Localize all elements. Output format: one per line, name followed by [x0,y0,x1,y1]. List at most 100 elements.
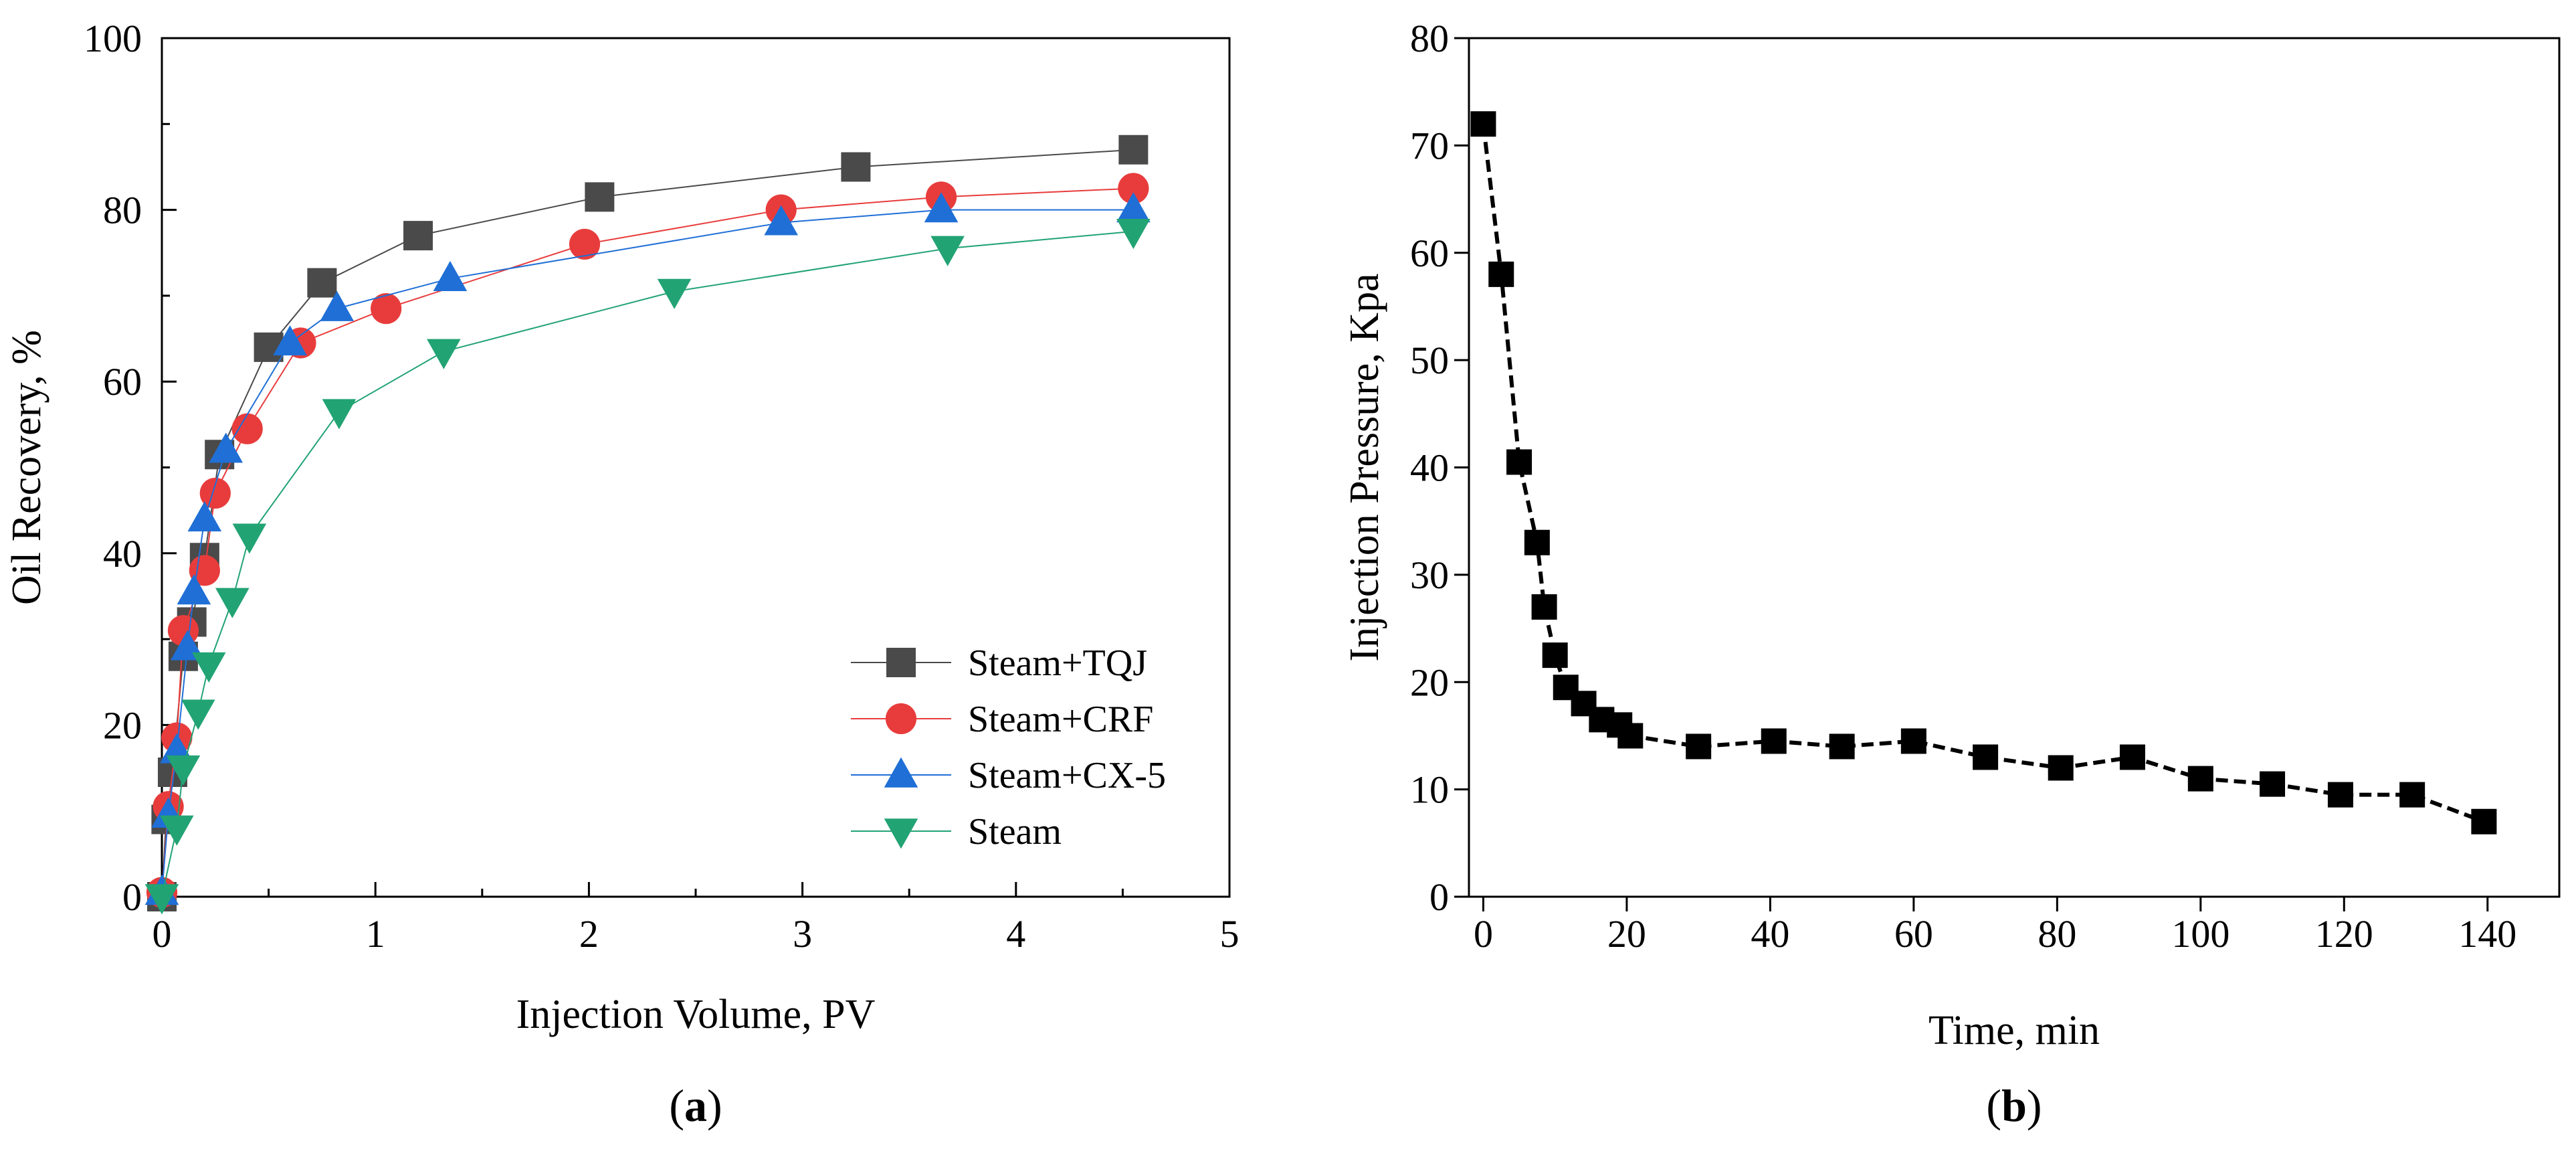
data-point [1829,733,1855,760]
data-point [215,588,250,618]
y-tick-label: 60 [1410,232,1449,275]
x-tick-label: 120 [2315,912,2373,956]
legend-marker [886,648,916,677]
data-point [144,884,179,915]
y-tick-label: 10 [1410,768,1449,812]
data-point [2327,782,2353,808]
legend: Steam+TQJ Steam+CRF Steam+CX-5 Steam [851,642,1166,853]
data-point [166,755,201,786]
data-point [160,815,194,846]
y-tick-label: 40 [103,532,142,576]
legend-label: Steam+CX-5 [968,755,1166,796]
x-axis-label: Injection Volume, PV [516,992,876,1037]
y-axis-label: Injection Pressure, Kpa [1342,273,1387,661]
data-point [2048,755,2074,781]
data-point [1470,111,1496,137]
data-point [1524,529,1550,555]
panel-label: (b) [1986,1080,2042,1131]
data-point [1488,261,1514,287]
data-point [322,399,357,430]
x-tick-label: 80 [2038,912,2076,956]
x-tick-label: 40 [1751,912,1789,956]
data-point [1118,173,1149,204]
data-point [433,260,468,291]
data-point [2399,782,2425,808]
x-tick-label: 5 [1220,912,1240,956]
x-tick-label: 140 [2458,912,2516,956]
data-point [764,205,798,236]
legend-marker [885,703,917,735]
data-point [320,290,355,321]
series-2 [144,192,1151,905]
y-axis-label: Oil Recovery, % [4,330,49,605]
data-point [1617,723,1644,749]
x-tick-label: 60 [1894,912,1933,956]
data-point [1973,744,1999,770]
data-point [232,523,267,554]
data-point [427,339,461,369]
y-tick-label: 30 [1410,553,1449,597]
series-line [1481,123,2485,824]
y-tick-label: 60 [103,360,142,404]
data-point [1116,218,1151,250]
panel-b-chart: 0 20 40 60 80 100 120 140 0 10 20 30 40 50 60 70 80 Time,… [1342,17,2561,1131]
y-tick-label: 50 [1410,339,1449,382]
y-tick-label: 20 [103,703,142,747]
data-point [2187,766,2213,792]
y-tick-label: 20 [1410,660,1449,704]
legend-label: Steam [968,811,1062,853]
y-tick-label: 40 [1410,446,1449,490]
panel-label: (a) [669,1080,722,1131]
data-point [657,278,692,309]
data-point [930,236,965,266]
series-0 [1470,111,2497,834]
x-tick-label: 100 [2171,912,2230,956]
data-point [841,152,871,182]
data-point [177,574,211,605]
y-tick-label: 100 [84,17,142,60]
legend-label: Steam+TQJ [968,642,1147,684]
panel-a-chart: 0 1 2 3 4 5 0 20 40 60 80 100 Injection Volume, PV Oi… [4,17,1240,1131]
data-point [1116,192,1151,223]
data-point [231,413,263,444]
data-point [2471,808,2497,834]
y-tick-label: 0 [1429,875,1449,919]
panel-label-letter: b [2001,1080,2027,1131]
plot-frame [1468,37,2561,898]
data-point [2119,744,2145,770]
x-tick-label: 20 [1607,912,1646,956]
data-point [199,477,231,509]
series-3 [144,218,1151,915]
data-point [569,228,601,260]
x-axis-label: Time, min [1928,1008,2100,1053]
x-tick-label: 3 [793,912,812,956]
x-tick-label: 1 [366,912,385,956]
data-point [1542,642,1568,669]
data-point [1118,135,1149,165]
series-1 [146,173,1149,908]
data-point [924,192,959,223]
data-point [1531,594,1557,620]
x-tick-label: 0 [1474,912,1493,956]
panel-label-letter: a [684,1080,707,1131]
data-point [181,699,215,730]
legend-label: Steam+CRF [968,699,1153,740]
data-point [1686,733,1712,760]
data-point [2260,771,2286,797]
x-tick-label: 4 [1006,912,1025,956]
data-point [1506,449,1532,475]
data-point [191,652,226,683]
y-tick-label: 80 [1410,17,1449,60]
x-tick-label: 2 [579,912,599,956]
data-point [307,268,337,298]
legend-marker [884,818,918,849]
data-point [1761,728,1787,754]
x-tick-label: 0 [153,912,172,956]
data-point [209,432,243,463]
data-point [273,325,307,356]
y-tick-label: 80 [103,189,142,232]
data-point [1900,728,1926,754]
data-point [189,555,220,586]
data-point [585,182,615,212]
